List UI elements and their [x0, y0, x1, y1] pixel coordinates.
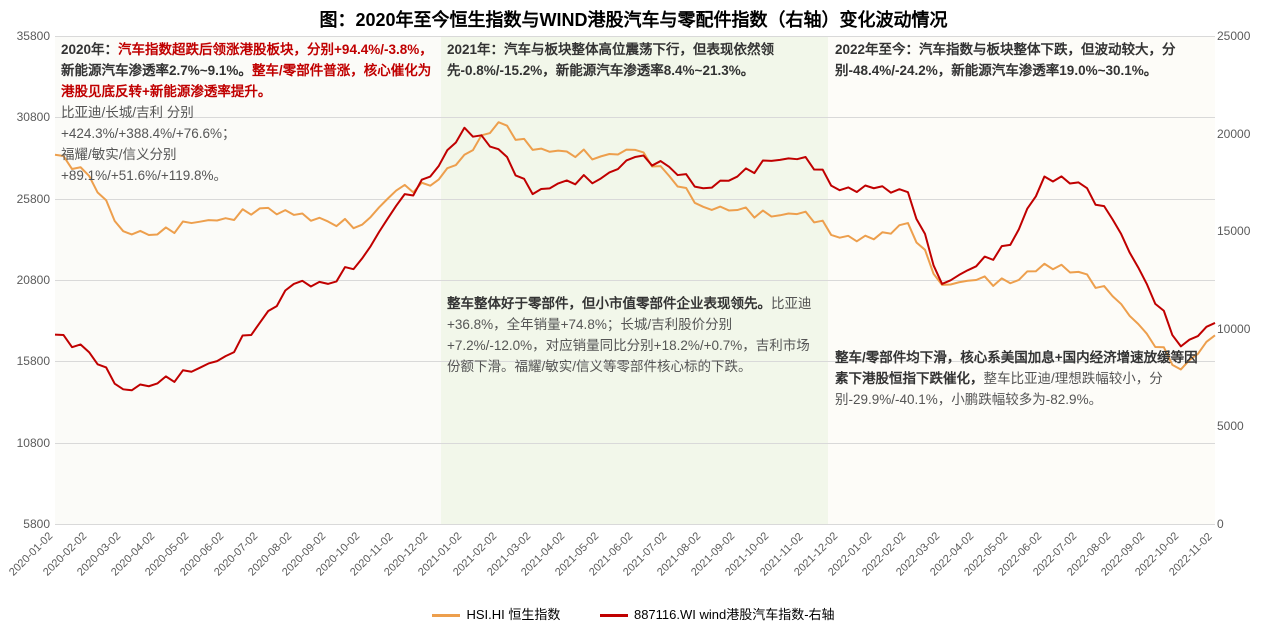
y-left-tick: 25800 [0, 192, 50, 206]
y-left-tick: 15800 [0, 354, 50, 368]
y-left-tick: 30800 [0, 110, 50, 124]
y-left-tick: 35800 [0, 29, 50, 43]
panel-2022-top: 2022年至今：汽车指数与板块整体下跌，但波动较大，分别-48.4%/-24.2… [835, 40, 1209, 82]
panel-2022-bottom: 整车/零部件均下滑，核心系美国加息+国内经济增速放缓等因素下港股恒指下跌催化，整… [835, 348, 1209, 411]
chart-container: 图：2020年至今恒生指数与WIND港股汽车与零配件指数（右轴）变化波动情况 5… [0, 0, 1267, 625]
x-axis-labels: 2020-01-022020-02-022020-03-022020-04-02… [55, 524, 1215, 594]
legend-swatch-auto [600, 614, 628, 617]
panel-2020: 2020年：汽车指数超跌后领涨港股板块，分别+94.4%/-3.8%，新能源汽车… [61, 40, 435, 186]
chart-title: 图：2020年至今恒生指数与WIND港股汽车与零配件指数（右轴）变化波动情况 [0, 0, 1267, 32]
panel-2021-bottom: 整车整体好于零部件，但小市值零部件企业表现领先。比亚迪+36.8%，全年销量+7… [447, 294, 821, 378]
y-right-tick: 15000 [1217, 224, 1267, 238]
y-right-tick: 25000 [1217, 29, 1267, 43]
y-right-tick: 10000 [1217, 322, 1267, 336]
y-left-tick: 10800 [0, 436, 50, 450]
plot-area: 2020年：汽车指数超跌后领涨港股板块，分别+94.4%/-3.8%，新能源汽车… [55, 36, 1215, 524]
legend: HSI.HI 恒生指数 887116.WI wind港股汽车指数-右轴 [0, 604, 1267, 623]
y-right-tick: 20000 [1217, 127, 1267, 141]
y-right-tick: 5000 [1217, 419, 1267, 433]
legend-item-auto: 887116.WI wind港股汽车指数-右轴 [600, 604, 835, 623]
y-left-tick: 20800 [0, 273, 50, 287]
panel-2021-top: 2021年：汽车与板块整体高位震荡下行，但表现依然领先-0.8%/-15.2%，… [447, 40, 821, 82]
y-left-tick: 5800 [0, 517, 50, 531]
legend-swatch-hsi [432, 614, 460, 617]
legend-item-hsi: HSI.HI 恒生指数 [432, 604, 560, 623]
y-right-tick: 0 [1217, 517, 1267, 531]
